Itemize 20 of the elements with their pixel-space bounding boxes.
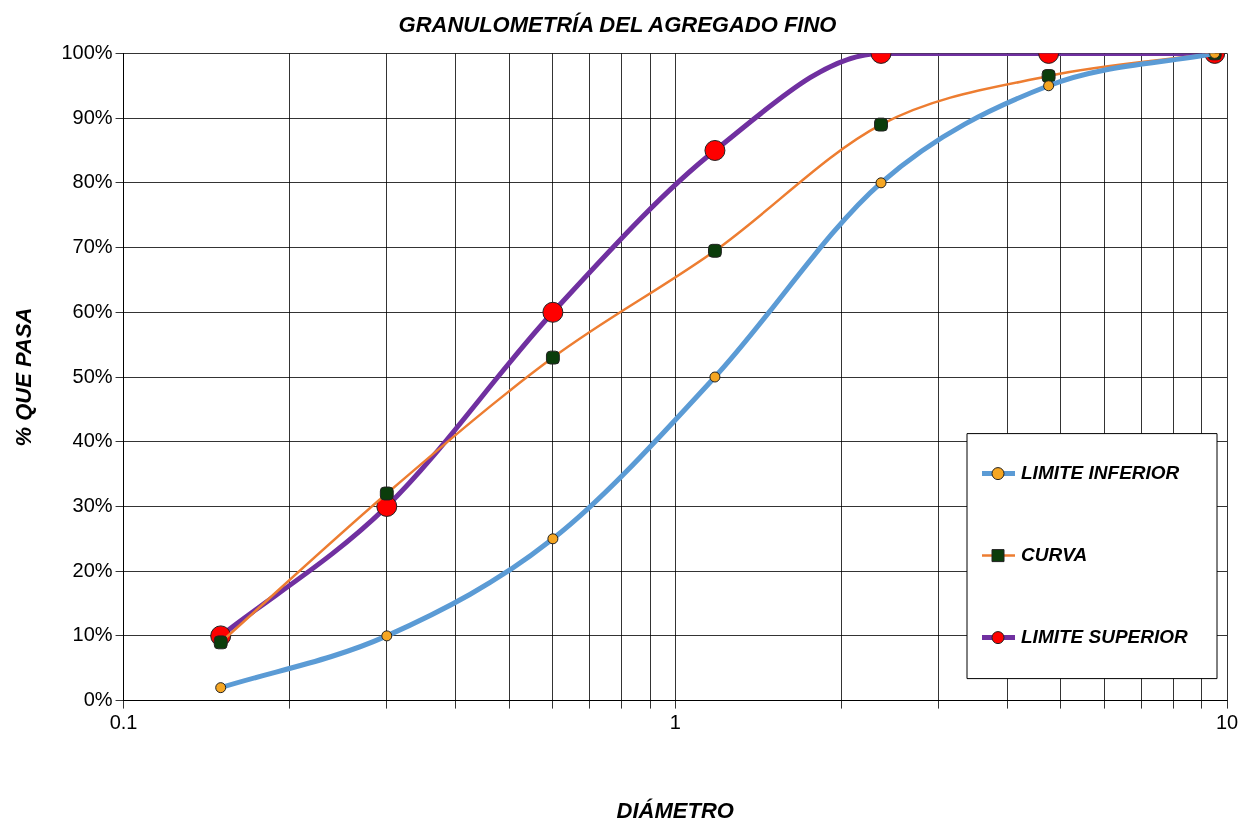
legend-label: LIMITE SUPERIOR [1021, 625, 1189, 647]
y-tick-label: 30% [72, 493, 113, 516]
y-tick-label: 40% [72, 429, 113, 452]
x-tick-label: 10 [1215, 711, 1239, 734]
y-tick-label: 50% [72, 364, 113, 387]
x-axis-title: DIÁMETRO [616, 797, 734, 823]
y-tick-label: 60% [72, 299, 113, 322]
y-tick-label: 90% [72, 105, 113, 128]
y-tick-label: 0% [83, 688, 113, 711]
legend-label: LIMITE INFERIOR [1021, 461, 1180, 483]
y-tick-label: 80% [72, 170, 113, 193]
x-tick-label: 0.1 [109, 711, 138, 734]
x-tick-label: 1 [669, 711, 681, 734]
y-tick-label: 10% [72, 623, 113, 646]
chart-title: GRANULOMETRÍA DEL AGREGADO FINO [398, 12, 837, 38]
y-tick-label: 100% [61, 40, 113, 63]
y-tick-label: 20% [72, 558, 113, 581]
y-axis-title: % QUE PASA [11, 307, 37, 447]
legend-label: CURVA [1021, 543, 1088, 565]
y-tick-label: 70% [72, 235, 113, 258]
